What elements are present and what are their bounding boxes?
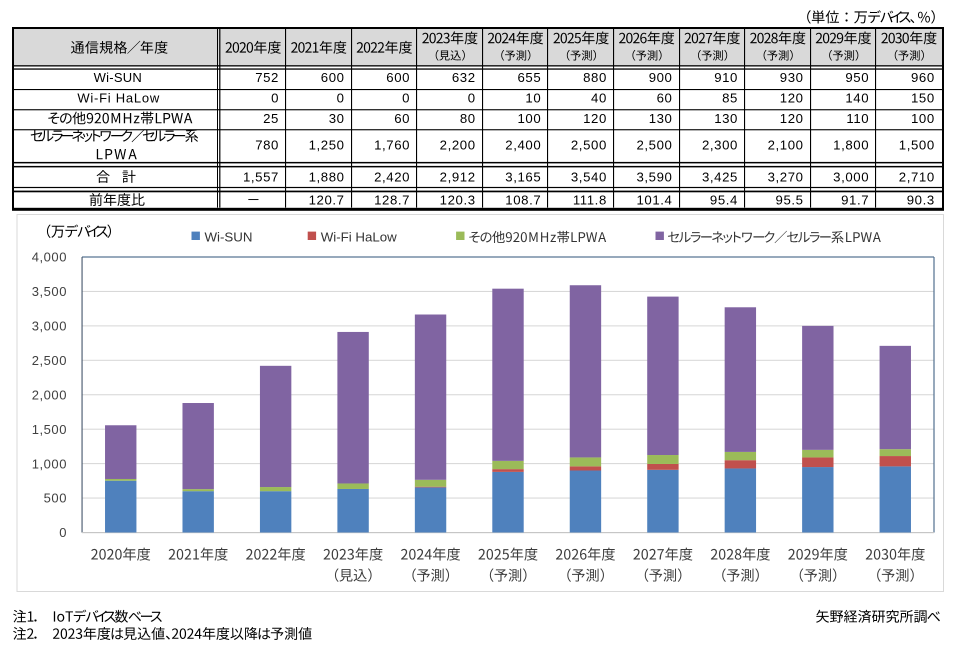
svg-text:1,880: 1,880 xyxy=(309,169,345,184)
svg-text:655: 655 xyxy=(517,70,541,85)
svg-text:0: 0 xyxy=(402,90,410,105)
svg-text:120: 120 xyxy=(780,111,804,126)
svg-text:910: 910 xyxy=(714,70,738,85)
svg-text:3,165: 3,165 xyxy=(505,169,541,184)
svg-text:950: 950 xyxy=(845,70,869,85)
svg-text:1,557: 1,557 xyxy=(243,169,279,184)
svg-text:780: 780 xyxy=(255,137,279,152)
svg-text:2,200: 2,200 xyxy=(440,137,476,152)
svg-text:60: 60 xyxy=(657,90,673,105)
svg-text:752: 752 xyxy=(255,70,279,85)
svg-text:3,540: 3,540 xyxy=(571,169,607,184)
svg-text:0: 0 xyxy=(59,525,67,540)
svg-text:2,000: 2,000 xyxy=(32,387,67,402)
svg-text:600: 600 xyxy=(386,70,410,85)
svg-text:0: 0 xyxy=(468,90,476,105)
svg-text:0: 0 xyxy=(337,90,345,105)
svg-text:1,500: 1,500 xyxy=(899,137,935,152)
svg-text:3,000: 3,000 xyxy=(833,169,869,184)
svg-text:2,500: 2,500 xyxy=(636,137,672,152)
svg-text:130: 130 xyxy=(649,111,673,126)
svg-text:140: 140 xyxy=(845,90,869,105)
svg-text:3,000: 3,000 xyxy=(32,319,67,334)
svg-text:120: 120 xyxy=(583,111,607,126)
svg-text:880: 880 xyxy=(583,70,607,85)
svg-text:120.3: 120.3 xyxy=(440,192,476,207)
svg-text:90.3: 90.3 xyxy=(907,192,935,207)
svg-text:1,000: 1,000 xyxy=(32,456,67,471)
svg-text:120: 120 xyxy=(780,90,804,105)
svg-text:2,300: 2,300 xyxy=(702,137,738,152)
svg-text:25: 25 xyxy=(263,111,279,126)
svg-text:900: 900 xyxy=(649,70,673,85)
svg-text:Wi-SUN: Wi-SUN xyxy=(94,70,142,85)
svg-text:Wi-SUN: Wi-SUN xyxy=(205,229,253,244)
svg-text:632: 632 xyxy=(452,70,476,85)
svg-text:111.8: 111.8 xyxy=(573,192,607,207)
svg-text:128.7: 128.7 xyxy=(374,192,410,207)
svg-text:80: 80 xyxy=(460,111,476,126)
svg-text:150: 150 xyxy=(911,90,935,105)
svg-text:Wi-Fi HaLow: Wi-Fi HaLow xyxy=(77,90,160,105)
svg-text:930: 930 xyxy=(780,70,804,85)
svg-text:0: 0 xyxy=(271,90,279,105)
svg-text:Wi-Fi HaLow: Wi-Fi HaLow xyxy=(321,229,397,244)
svg-text:91.7: 91.7 xyxy=(841,192,869,207)
svg-text:1,760: 1,760 xyxy=(374,137,410,152)
svg-text:3,590: 3,590 xyxy=(636,169,672,184)
svg-text:960: 960 xyxy=(911,70,935,85)
svg-text:110: 110 xyxy=(846,111,869,126)
svg-text:40: 40 xyxy=(591,90,607,105)
svg-text:100: 100 xyxy=(517,111,541,126)
svg-text:3,270: 3,270 xyxy=(768,169,804,184)
svg-text:2,912: 2,912 xyxy=(440,169,476,184)
svg-text:30: 30 xyxy=(329,111,345,126)
svg-text:1,800: 1,800 xyxy=(833,137,869,152)
svg-text:2,420: 2,420 xyxy=(374,169,410,184)
svg-text:2,500: 2,500 xyxy=(571,137,607,152)
svg-text:1,250: 1,250 xyxy=(309,137,345,152)
svg-text:3,500: 3,500 xyxy=(32,284,67,299)
svg-text:100: 100 xyxy=(911,111,935,126)
svg-text:95.4: 95.4 xyxy=(710,192,738,207)
svg-text:2,500: 2,500 xyxy=(32,353,67,368)
svg-text:3,425: 3,425 xyxy=(702,169,738,184)
svg-text:101.4: 101.4 xyxy=(636,192,672,207)
svg-text:10: 10 xyxy=(525,90,541,105)
svg-text:2,400: 2,400 xyxy=(505,137,541,152)
svg-text:95.5: 95.5 xyxy=(776,192,804,207)
svg-text:2,100: 2,100 xyxy=(768,137,804,152)
svg-text:500: 500 xyxy=(44,491,67,506)
svg-text:1,500: 1,500 xyxy=(32,422,67,437)
svg-text:4,000: 4,000 xyxy=(32,250,67,265)
svg-text:2,710: 2,710 xyxy=(899,169,935,184)
svg-text:600: 600 xyxy=(321,70,345,85)
svg-text:85: 85 xyxy=(722,90,738,105)
svg-text:108.7: 108.7 xyxy=(505,192,541,207)
svg-text:60: 60 xyxy=(394,111,410,126)
svg-text:120.7: 120.7 xyxy=(309,192,345,207)
svg-text:130: 130 xyxy=(714,111,738,126)
